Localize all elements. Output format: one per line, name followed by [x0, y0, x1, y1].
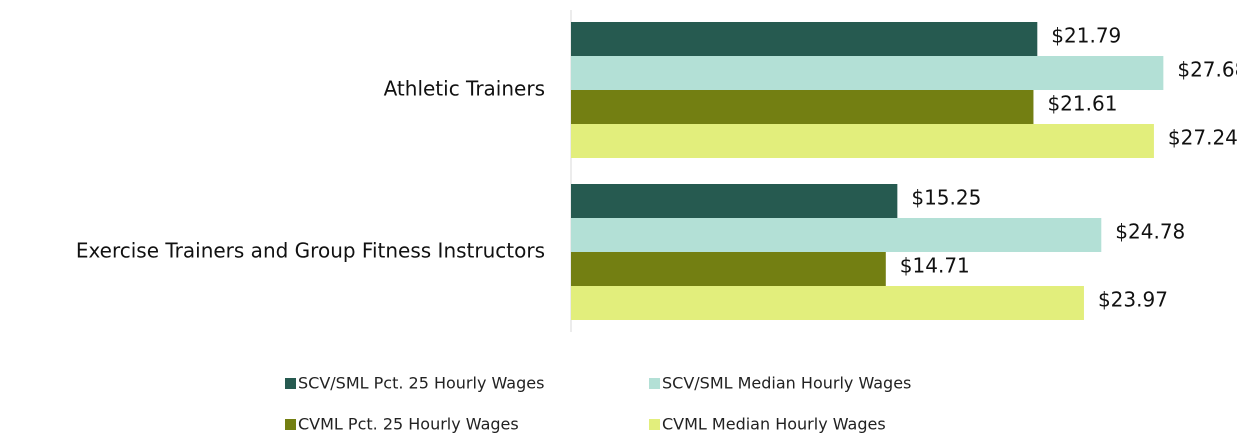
data-label: $27.24 — [1168, 126, 1237, 150]
data-label: $23.97 — [1098, 288, 1168, 312]
data-label: $27.68 — [1177, 58, 1237, 82]
legend-label: SCV/SML Median Hourly Wages — [662, 374, 911, 393]
legend-label: SCV/SML Pct. 25 Hourly Wages — [298, 374, 544, 393]
legend-label: CVML Median Hourly Wages — [662, 415, 886, 434]
legend-swatch — [649, 419, 660, 430]
data-label: $24.78 — [1115, 220, 1185, 244]
data-label: $15.25 — [911, 186, 981, 210]
legend-swatch — [285, 419, 296, 430]
bar — [571, 184, 898, 218]
bar — [571, 252, 886, 286]
legend-label: CVML Pct. 25 Hourly Wages — [298, 415, 519, 434]
bar — [571, 124, 1154, 158]
legend-swatch — [285, 378, 296, 389]
category-label: Exercise Trainers and Group Fitness Inst… — [76, 239, 545, 263]
data-label: $21.61 — [1047, 92, 1117, 116]
bar — [571, 22, 1038, 56]
bar — [571, 218, 1102, 252]
category-label: Athletic Trainers — [384, 77, 545, 101]
data-label: $14.71 — [900, 254, 970, 278]
legend-swatch — [649, 378, 660, 389]
bar — [571, 90, 1034, 124]
data-label: $21.79 — [1051, 24, 1121, 48]
bar — [571, 56, 1164, 90]
bar — [571, 286, 1084, 320]
